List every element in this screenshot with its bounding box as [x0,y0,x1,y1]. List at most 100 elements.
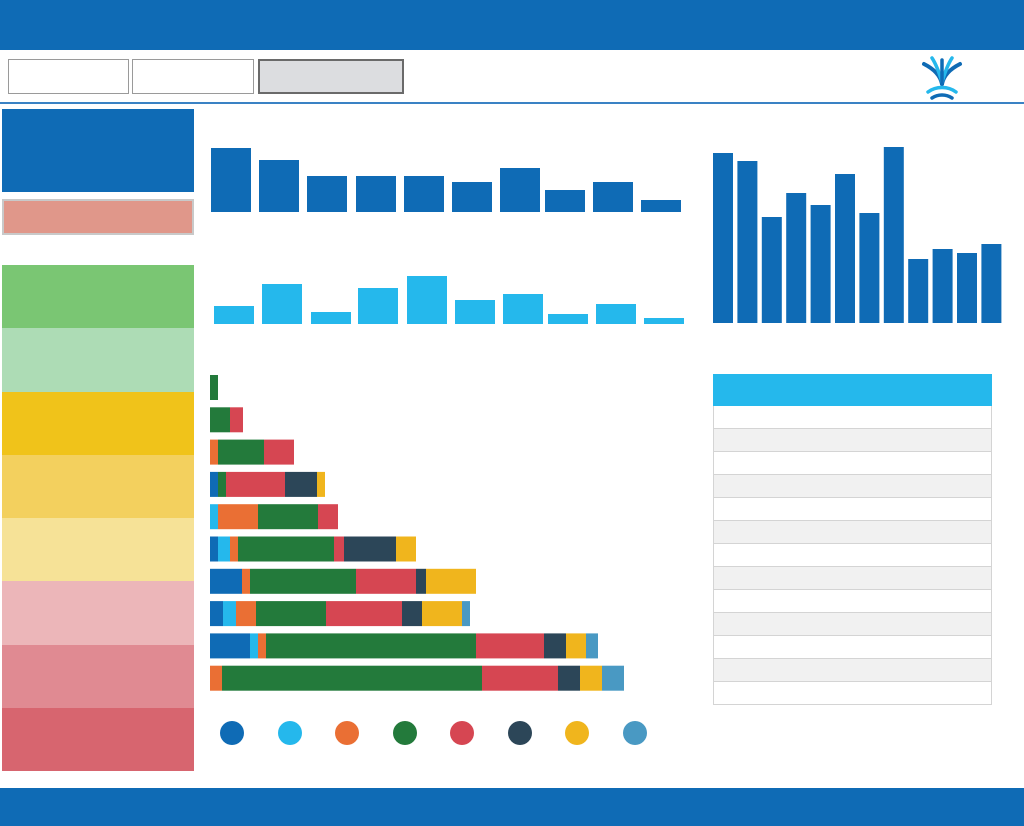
right-bar-6 [835,174,855,323]
sidebar-card-primary[interactable] [2,109,194,192]
stack-row-6-seg-1 [210,536,218,562]
fountain-logo-icon [918,54,966,100]
right-bar-11 [957,253,977,323]
table-row[interactable] [713,452,992,475]
color-swatch-6[interactable] [2,581,194,645]
top-banner [0,0,1024,50]
stack-row-8-seg-1 [210,601,223,627]
legend-dot-2 [277,721,302,745]
bottom-bar-3 [311,312,351,324]
table-row[interactable] [713,544,992,567]
stack-row-2-seg-4 [210,407,230,433]
stack-row-5-seg-3 [218,504,258,530]
bottom-bar-9 [596,304,636,324]
bottom-bar-1 [214,306,254,324]
color-swatch-7[interactable] [2,644,194,708]
stack-row-10-seg-6 [558,665,580,691]
stack-row-7-seg-4 [250,568,356,594]
table-row[interactable] [713,659,992,682]
legend-dot-3 [335,721,359,745]
table-row[interactable] [713,498,992,521]
table-row[interactable] [713,636,992,659]
stack-row-9-seg-7 [566,633,586,659]
stack-row-1-seg-4 [210,375,218,400]
top-bar-10 [641,200,681,212]
table-row[interactable] [713,521,992,544]
color-swatch-4[interactable] [2,454,194,518]
table-row[interactable] [713,475,992,498]
color-swatch-1[interactable] [2,265,194,329]
right-bar-7 [859,213,880,323]
table-row[interactable] [713,613,992,636]
right-bar-3 [761,217,782,323]
top-bar-6 [452,182,492,212]
stack-row-8-seg-2 [223,601,236,627]
data-table [713,374,992,705]
stack-row-10-seg-4 [222,665,482,691]
stack-row-5-seg-4 [258,504,318,530]
top-bar-4 [356,176,396,212]
right-bar-10 [932,249,953,323]
color-swatch-5[interactable] [2,518,194,582]
sidebar-card-secondary[interactable] [2,199,194,235]
stack-row-9-seg-4 [266,633,476,659]
top-bar-5 [404,176,444,212]
right-bar-9 [908,259,929,323]
stack-row-5-seg-2 [210,504,218,530]
legend-dot-8 [622,721,647,745]
legend-dot-5 [450,721,474,745]
bottom-bar-2 [262,284,302,324]
stack-row-8-seg-3 [236,601,256,627]
stack-row-9-seg-3 [258,633,266,659]
stack-row-4-seg-4 [218,471,226,497]
stack-row-7-seg-7 [426,568,476,594]
color-swatch-8[interactable] [2,707,194,771]
top-bar-9 [593,182,633,212]
tab-3[interactable] [258,59,404,94]
stack-row-10-seg-8 [602,665,624,691]
tab-2[interactable] [132,59,254,94]
top-bar-7 [500,168,540,212]
footer-banner [0,788,1024,826]
stack-row-4-seg-6 [285,471,317,497]
right-bar-1 [713,153,733,323]
stack-row-4-seg-1 [210,471,218,497]
stack-row-6-seg-7 [396,536,416,562]
bottom-bar-10 [644,318,684,324]
legend-dot-4 [392,721,417,745]
stack-row-10-seg-3 [210,665,222,691]
stack-row-4-seg-5 [226,471,285,497]
table-row[interactable] [713,590,992,613]
stack-row-7-seg-5 [356,568,416,594]
fountain-logo-graphic [922,56,962,100]
stack-row-3-seg-3 [210,439,218,465]
table-row[interactable] [713,682,992,705]
stack-row-8-seg-6 [402,601,422,627]
stack-row-8-seg-8 [462,601,470,627]
stack-row-6-seg-4 [238,536,334,562]
stack-row-6-seg-6 [344,536,396,562]
right-bar-12 [981,244,1002,323]
color-swatch-3[interactable] [2,391,194,455]
stack-row-9-seg-8 [586,633,598,659]
tab-1[interactable] [8,59,129,94]
stack-row-9-seg-6 [544,633,566,659]
stack-row-8-seg-4 [256,601,326,627]
top-bar-1 [211,148,251,212]
stack-row-6-seg-3 [230,536,238,562]
color-swatch-2[interactable] [2,328,194,392]
table-header [713,374,992,406]
stack-row-7-seg-6 [416,568,426,594]
stack-row-10-seg-5 [482,665,558,691]
table-row[interactable] [713,406,992,429]
stack-row-7-seg-1 [210,568,242,594]
top-bar-8 [545,190,585,212]
stack-row-8-seg-7 [422,601,462,627]
stack-row-6-seg-2 [218,536,230,562]
stack-row-2-seg-5 [230,407,243,433]
table-row[interactable] [713,567,992,590]
stack-row-3-seg-4 [218,439,264,465]
right-bar-5 [810,205,831,323]
table-row[interactable] [713,429,992,452]
